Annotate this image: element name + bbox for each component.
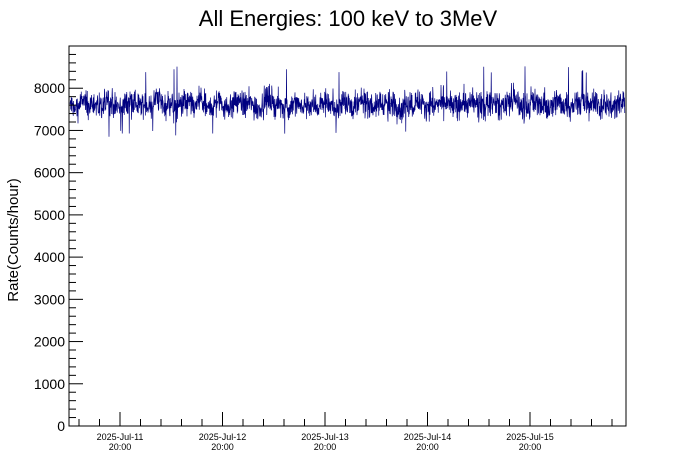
y-tick-label: 6000 [34,165,65,181]
chart-title: All Energies: 100 keV to 3MeV [198,6,498,31]
y-tick-label: 8000 [34,80,65,96]
x-axis: 2025-Jul-1120:002025-Jul-1220:002025-Jul… [78,412,613,452]
y-axis-label: Rate(Counts/hour) [5,178,22,301]
x-tick-label-time: 20:00 [519,442,542,452]
rate-trace [69,66,626,137]
x-tick-label-date: 2025-Jul-13 [301,432,349,442]
rate-series-line [69,66,626,137]
x-tick-label-date: 2025-Jul-14 [404,432,452,442]
y-tick-label: 1000 [34,376,65,392]
y-tick-label: 2000 [34,334,65,350]
x-tick-label-time: 20:00 [211,442,234,452]
y-tick-label: 7000 [34,122,65,138]
y-tick-label: 0 [57,418,65,434]
plot-frame [68,45,627,427]
y-tick-label: 5000 [34,207,65,223]
x-tick-label-time: 20:00 [109,442,132,452]
x-tick-label-date: 2025-Jul-15 [506,432,554,442]
x-tick-label-time: 20:00 [416,442,439,452]
x-tick-label-date: 2025-Jul-11 [97,432,144,442]
y-tick-label: 4000 [34,249,65,265]
y-tick-label: 3000 [34,291,65,307]
y-axis: 0 1000 2000 3000 4000 5000 6000 7000 8000 [34,45,83,434]
x-tick-label-date: 2025-Jul-12 [199,432,247,442]
x-tick-label-time: 20:00 [314,442,337,452]
